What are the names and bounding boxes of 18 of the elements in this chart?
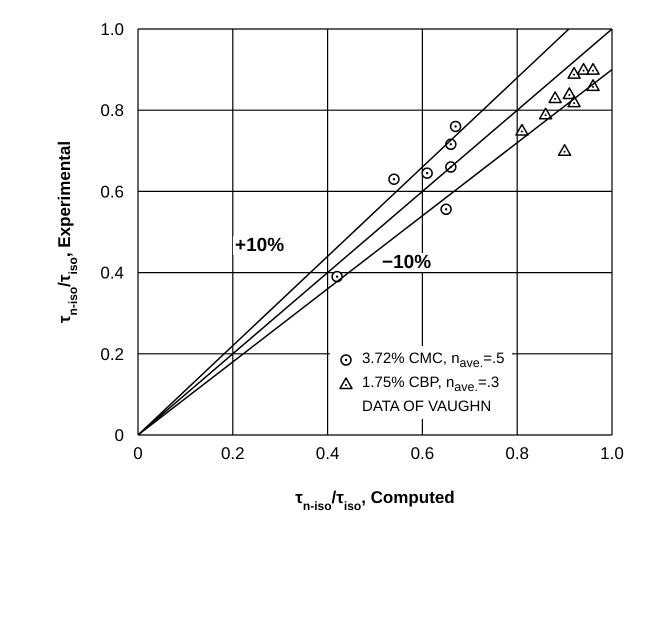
y-tick-label: 0.2 — [100, 344, 124, 364]
y-tick-label: 1.0 — [100, 20, 124, 39]
x-axis-title: τ$_{n-iso}$/τ$_{iso}$, Computed — [295, 488, 455, 513]
y-tick-label: 0.6 — [100, 182, 124, 202]
legend-label: 1.75% CBP, n$_{ave.}$=.3 — [362, 374, 500, 394]
annotation: −10% — [380, 252, 434, 273]
x-tick-label: 1.0 — [600, 444, 624, 463]
legend-title: DATA OF VAUGHN — [362, 398, 492, 415]
y-tick-label: 0 — [114, 426, 124, 445]
x-tick-label: 0.4 — [316, 444, 340, 463]
y-tick-label: 0.4 — [100, 264, 124, 283]
y-tick-label: 0.8 — [100, 101, 124, 120]
x-tick-label: 0.2 — [220, 444, 245, 463]
legend-label: 3.72% CMC, n$_{ave.}$=.5 — [362, 350, 504, 370]
x-tick-label: 0 — [133, 444, 143, 463]
x-tick-label: 0.6 — [410, 444, 434, 463]
annotation: +10% — [233, 235, 286, 256]
x-tick-label: 0.8 — [505, 444, 530, 463]
